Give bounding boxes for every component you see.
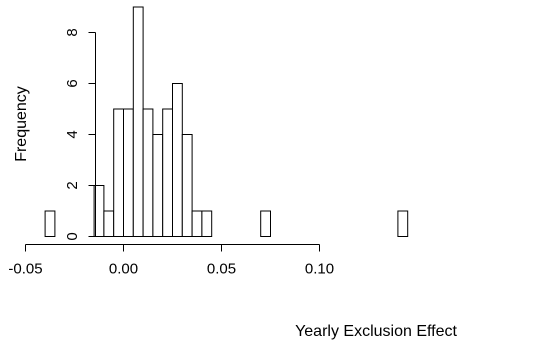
x-tick-label-1: 0.00: [109, 261, 138, 278]
histogram-bar-12: [191, 210, 203, 237]
y-axis-title: Frequency: [13, 86, 30, 162]
histogram-bars: [44, 6, 409, 237]
histogram-bar-13: [201, 210, 213, 237]
histogram-bar-11: [181, 134, 193, 237]
x-tick-label-3: 0.10: [305, 261, 334, 278]
histogram-bar-15: [397, 210, 409, 237]
histogram-bar-1: [44, 210, 56, 237]
histogram-bar-4: [113, 108, 124, 237]
histogram-bar-14: [260, 210, 272, 237]
histogram-bar-5: [123, 108, 134, 237]
y-tick-label-1: 2: [64, 181, 81, 189]
histogram-bar-7: [142, 108, 154, 237]
x-axis: -0.05 0.00 0.05 0.10: [8, 244, 334, 278]
y-axis: 0 2 4 6 8: [64, 28, 96, 241]
histogram-bar-10: [172, 83, 183, 237]
x-tick-label-2: 0.05: [207, 261, 236, 278]
y-tick-label-3: 6: [64, 79, 81, 87]
x-axis-title: Yearly Exclusion Effect: [295, 323, 457, 340]
y-tick-label-0: 0: [64, 232, 81, 240]
y-tick-label-2: 4: [64, 130, 81, 138]
histogram-bar-9: [162, 108, 173, 237]
y-tick-label-4: 8: [64, 28, 81, 36]
histogram-bar-3: [103, 210, 115, 237]
histogram-bar-8: [152, 134, 164, 237]
histogram-bar-6: [132, 6, 144, 237]
x-tick-label-0: -0.05: [8, 261, 42, 278]
